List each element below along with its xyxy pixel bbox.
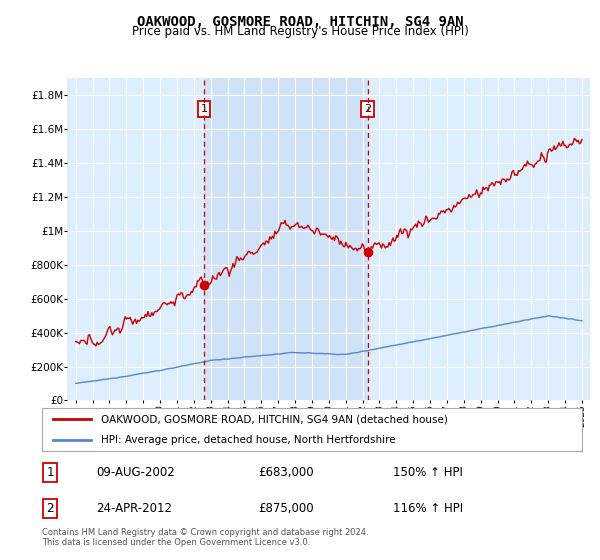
- Bar: [204, 78, 368, 400]
- Text: 150% ↑ HPI: 150% ↑ HPI: [393, 466, 463, 479]
- Text: OAKWOOD, GOSMORE ROAD, HITCHIN, SG4 9AN (detached house): OAKWOOD, GOSMORE ROAD, HITCHIN, SG4 9AN …: [101, 414, 448, 424]
- Text: £683,000: £683,000: [258, 466, 314, 479]
- Text: 24-APR-2012: 24-APR-2012: [96, 502, 172, 515]
- Text: 09-AUG-2002: 09-AUG-2002: [96, 466, 175, 479]
- Text: £875,000: £875,000: [258, 502, 314, 515]
- Text: 2: 2: [364, 104, 371, 114]
- Text: OAKWOOD, GOSMORE ROAD, HITCHIN, SG4 9AN: OAKWOOD, GOSMORE ROAD, HITCHIN, SG4 9AN: [137, 15, 463, 29]
- Text: HPI: Average price, detached house, North Hertfordshire: HPI: Average price, detached house, Nort…: [101, 435, 396, 445]
- Text: 2: 2: [46, 502, 54, 515]
- Text: 116% ↑ HPI: 116% ↑ HPI: [393, 502, 463, 515]
- Text: Contains HM Land Registry data © Crown copyright and database right 2024.
This d: Contains HM Land Registry data © Crown c…: [42, 528, 368, 547]
- Text: 1: 1: [200, 104, 208, 114]
- Text: 1: 1: [46, 466, 54, 479]
- Text: Price paid vs. HM Land Registry's House Price Index (HPI): Price paid vs. HM Land Registry's House …: [131, 25, 469, 38]
